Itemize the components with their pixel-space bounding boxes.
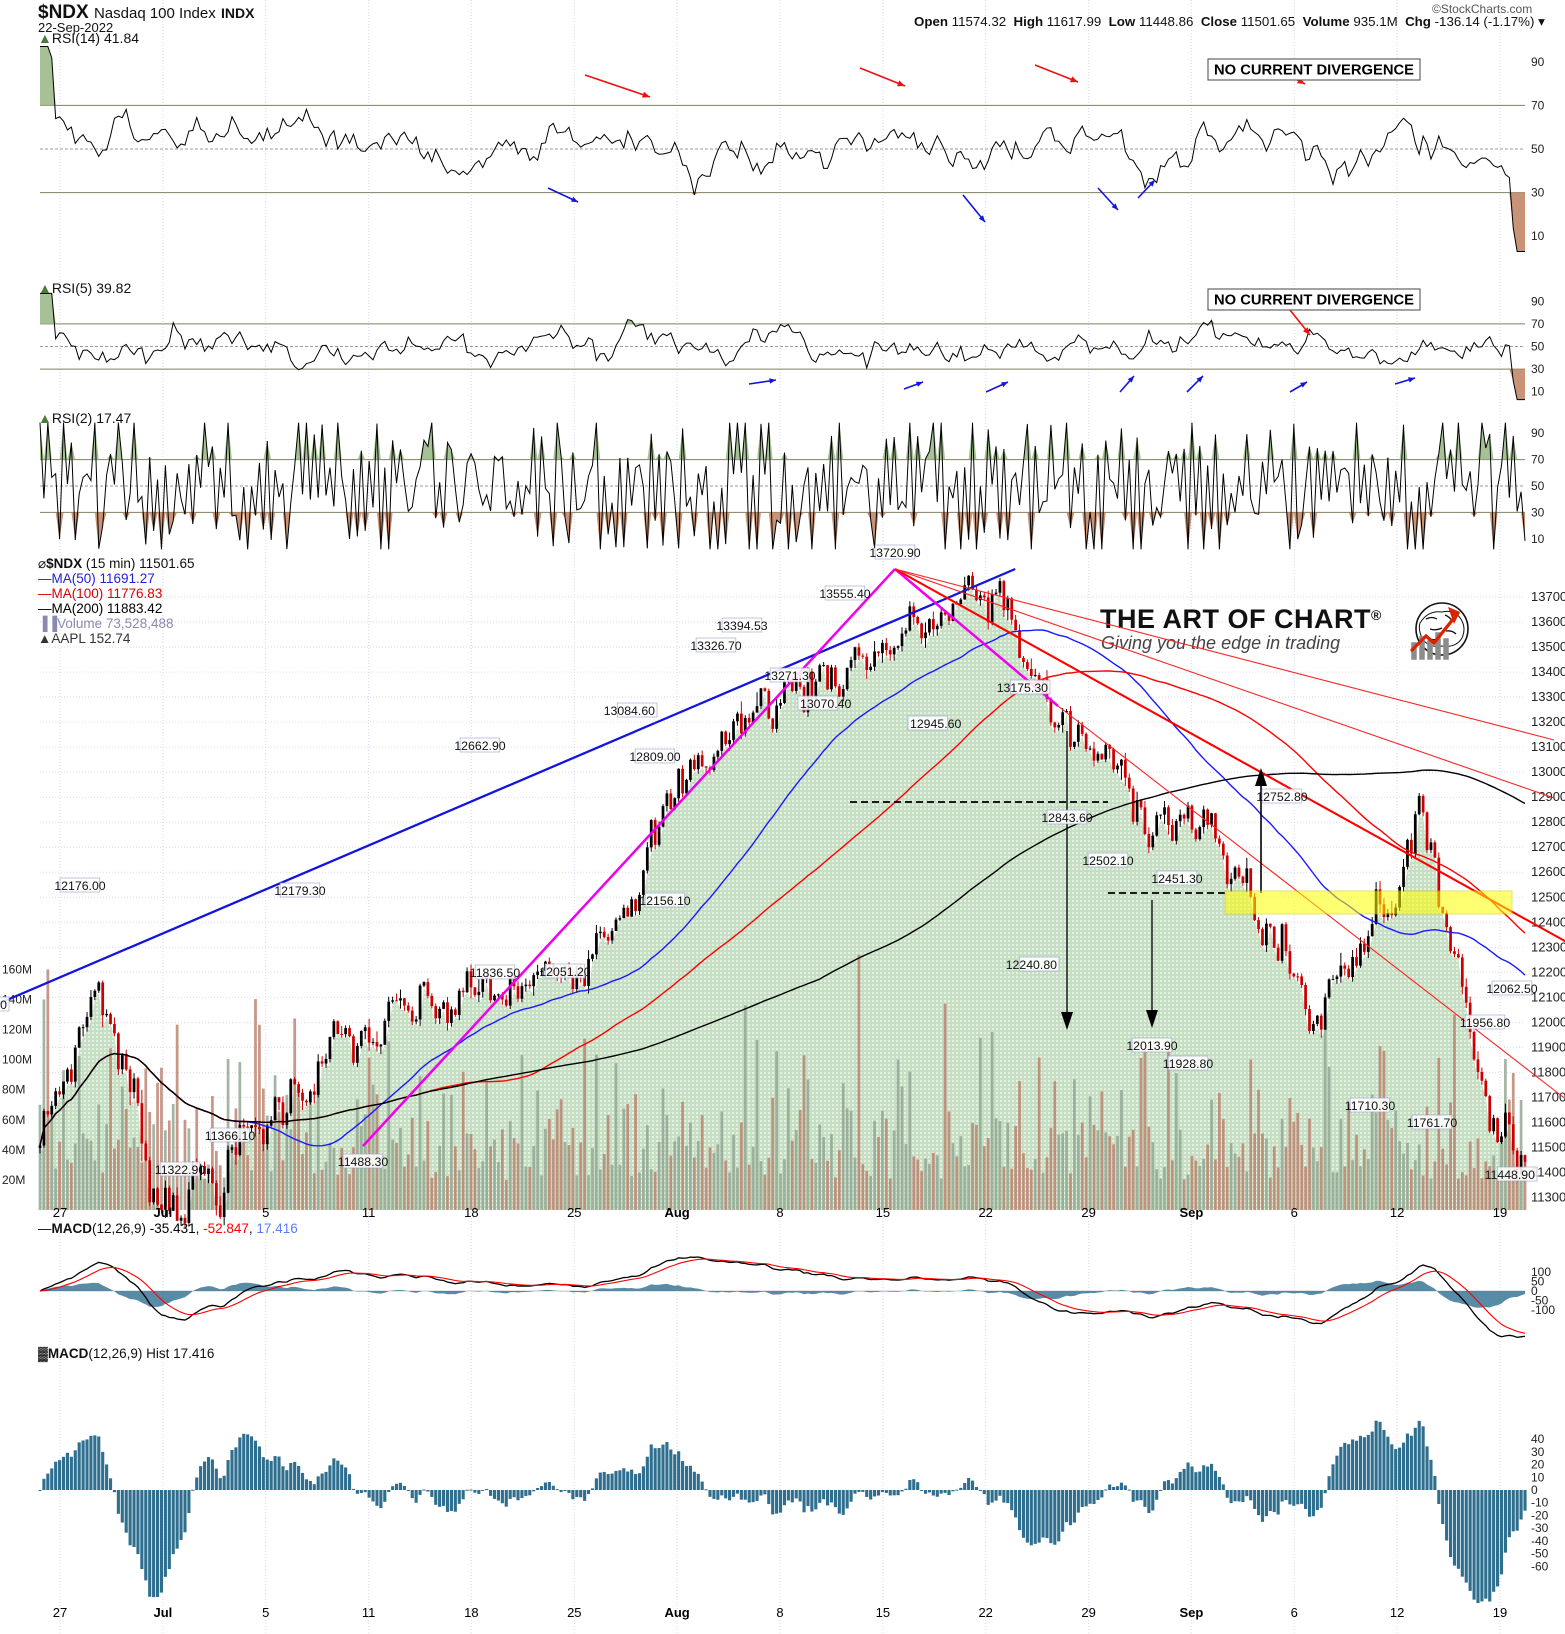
svg-text:13175.30: 13175.30 [997, 681, 1048, 695]
svg-text:12062.50: 12062.50 [1486, 982, 1537, 996]
svg-text:11928.80: 11928.80 [1163, 1057, 1214, 1071]
svg-text:11956.80: 11956.80 [1460, 1016, 1511, 1030]
svg-text:13271.30: 13271.30 [764, 669, 815, 683]
svg-text:11366.10: 11366.10 [205, 1129, 256, 1143]
svg-text:12809.00: 12809.00 [629, 750, 680, 764]
svg-text:12662.90: 12662.90 [454, 739, 505, 753]
svg-text:13394.53: 13394.53 [716, 619, 767, 633]
svg-text:13555.40: 13555.40 [819, 587, 870, 601]
svg-text:12156.10: 12156.10 [639, 894, 690, 908]
svg-text:NO CURRENT DIVERGENCE: NO CURRENT DIVERGENCE [1214, 293, 1414, 309]
svg-text:12945.60: 12945.60 [910, 717, 961, 731]
svg-text:11488.30: 11488.30 [338, 1155, 389, 1169]
svg-text:12502.10: 12502.10 [1082, 854, 1133, 868]
svg-text:12051.20: 12051.20 [539, 965, 590, 979]
svg-text:13070.40: 13070.40 [800, 697, 851, 711]
svg-text:11508.70: 11508.70 [0, 998, 7, 1012]
svg-text:13326.70: 13326.70 [690, 639, 741, 653]
svg-text:11448.90: 11448.90 [1485, 1168, 1536, 1182]
svg-text:12176.00: 12176.00 [54, 879, 105, 893]
svg-text:11710.30: 11710.30 [1345, 1099, 1396, 1113]
svg-text:11836.50: 11836.50 [470, 966, 521, 980]
svg-text:NO CURRENT DIVERGENCE: NO CURRENT DIVERGENCE [1214, 63, 1414, 79]
svg-text:12240.80: 12240.80 [1006, 958, 1057, 972]
svg-text:12013.90: 12013.90 [1126, 1039, 1177, 1053]
svg-text:12843.60: 12843.60 [1041, 811, 1092, 825]
svg-text:13084.60: 13084.60 [604, 704, 655, 718]
svg-text:13720.90: 13720.90 [869, 546, 920, 560]
svg-text:12451.30: 12451.30 [1151, 872, 1202, 886]
svg-text:12179.30: 12179.30 [274, 884, 325, 898]
svg-text:12752.80: 12752.80 [1256, 790, 1307, 804]
svg-text:11761.70: 11761.70 [1407, 1116, 1458, 1130]
svg-text:11322.90: 11322.90 [155, 1163, 206, 1177]
